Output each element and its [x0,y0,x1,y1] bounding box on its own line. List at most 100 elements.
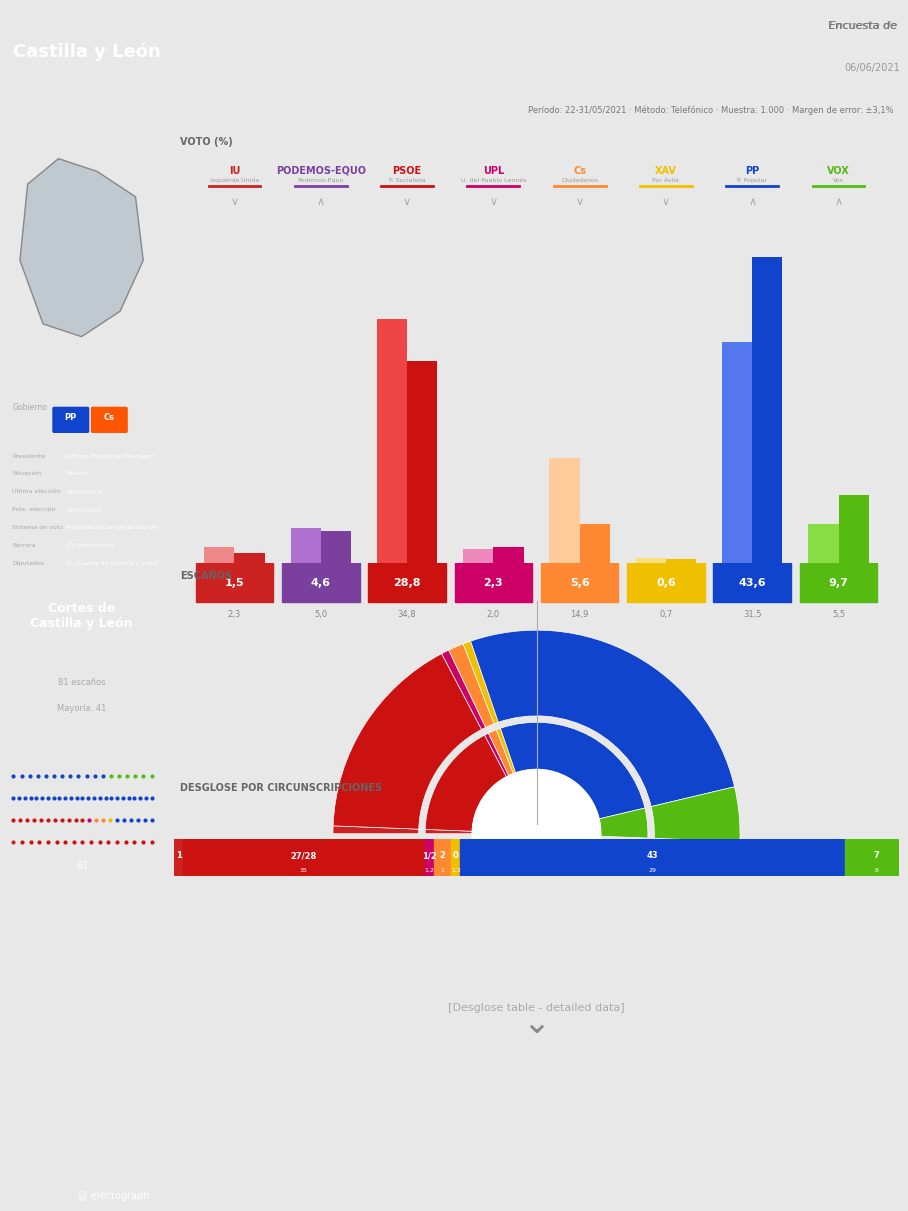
Text: Cs: Cs [104,413,114,423]
Text: PODEMOS-EQUO: PODEMOS-EQUO [276,166,366,176]
Text: 1: 1 [440,867,445,873]
Text: Mayoría: 41: Mayoría: 41 [57,704,106,712]
Text: ∨: ∨ [576,197,584,207]
Wedge shape [599,808,648,838]
Text: 1/2: 1/2 [421,851,437,860]
Text: ∨: ∨ [231,197,239,207]
Text: P. Socialista: P. Socialista [389,178,425,183]
Wedge shape [425,735,507,831]
Text: 5,6: 5,6 [570,578,589,587]
Wedge shape [485,733,508,777]
Text: Última elección: Última elección [12,489,61,494]
Text: ∧: ∧ [834,197,843,207]
Bar [377,318,407,563]
Text: Encuesta de: Encuesta de [829,22,901,31]
Bar [321,530,351,563]
Text: XAV: XAV [655,166,676,176]
Text: DESGLOSE POR CIRCUNSCRIPCIONES: DESGLOSE POR CIRCUNSCRIPCIONES [180,784,382,793]
Text: U. del Pueblo Leonés: U. del Pueblo Leonés [460,178,526,183]
Text: 4,6: 4,6 [311,578,331,587]
Text: ESCAÑOS: ESCAÑOS [180,572,232,581]
Text: 81 (Cortes de Castilla y León): 81 (Cortes de Castilla y León) [66,561,159,566]
Text: Cortes de
Castilla y León: Cortes de Castilla y León [30,602,133,630]
Bar [636,558,666,563]
Text: P. Popular: P. Popular [737,178,767,183]
Text: 0,7: 0,7 [659,610,673,619]
Bar [838,495,869,563]
Text: ∨: ∨ [489,197,498,207]
Text: Período: 22-31/05/2021 · Método: Telefónico · Muestra: 1.000 · Margen de error: : Período: 22-31/05/2021 · Método: Telefón… [528,105,893,115]
Text: VOX: VOX [827,166,850,176]
Text: 9,7: 9,7 [829,578,848,587]
Bar [752,257,783,563]
Text: ⌄: ⌄ [522,1006,550,1040]
Bar [627,563,705,603]
Text: 2,3: 2,3 [228,610,242,619]
Text: 2,3: 2,3 [484,578,503,587]
Text: Representación proporcional: Representación proporcional [66,526,156,530]
Bar [369,563,446,603]
Text: 29: 29 [649,867,656,873]
Wedge shape [463,641,498,724]
Text: IU: IU [229,166,241,176]
Text: Próx. elección: Próx. elección [12,507,55,512]
Bar [407,361,438,563]
Bar [800,563,877,603]
Text: ∧: ∧ [748,197,756,207]
Text: 81: 81 [76,861,89,871]
Text: 14,9: 14,9 [570,610,588,619]
Text: 0: 0 [453,851,459,860]
Bar [714,563,791,603]
Bar [425,839,434,876]
Bar [549,459,579,563]
Text: 27/28: 27/28 [291,851,317,860]
Text: PP: PP [745,166,759,176]
Bar [493,547,524,563]
Text: ∨: ∨ [403,197,411,207]
Bar [579,524,610,563]
Bar [183,839,425,876]
Wedge shape [441,650,486,729]
FancyBboxPatch shape [53,407,89,434]
Text: 41: 41 [530,855,543,865]
Text: 8: 8 [874,867,878,873]
Bar [282,563,360,603]
Text: Por Ávila: Por Ávila [653,178,679,183]
Bar [204,547,234,563]
Text: 1: 1 [175,851,182,860]
FancyBboxPatch shape [91,407,128,434]
Text: Presidente: Presidente [12,454,45,459]
Text: 43: 43 [647,851,658,860]
Text: Vox: Vox [833,178,844,183]
Text: ∨: ∨ [662,197,670,207]
Text: Alfonso Fernández Mañueco: Alfonso Fernández Mañueco [66,454,154,459]
Text: Minoría: Minoría [66,471,89,476]
Bar [455,563,532,603]
Text: 2: 2 [439,851,446,860]
Wedge shape [489,730,513,776]
Wedge shape [497,728,516,774]
Wedge shape [500,722,645,819]
Text: 2,0: 2,0 [487,610,500,619]
Text: 43,6: 43,6 [738,578,766,587]
Bar [195,563,273,603]
Wedge shape [651,787,740,842]
Text: 31,5: 31,5 [743,610,762,619]
Bar [434,839,451,876]
Wedge shape [333,654,481,830]
Text: Cs: Cs [573,166,587,176]
Text: 1,2: 1,2 [424,867,434,873]
Circle shape [472,769,601,899]
Text: 34,8: 34,8 [398,610,417,619]
Text: Ciudadanos: Ciudadanos [561,178,598,183]
Bar [845,839,908,876]
Text: 5,0: 5,0 [314,610,328,619]
Text: Sistema de voto: Sistema de voto [12,526,64,530]
Text: Castilla y León: Castilla y León [14,42,161,61]
Text: 7: 7 [873,851,880,860]
Text: 1,2: 1,2 [451,867,461,873]
Text: 3% (provincial): 3% (provincial) [66,543,114,547]
Wedge shape [425,830,472,833]
Text: VOTO (%): VOTO (%) [180,137,232,148]
Text: @ electograph: @ electograph [78,1190,149,1201]
